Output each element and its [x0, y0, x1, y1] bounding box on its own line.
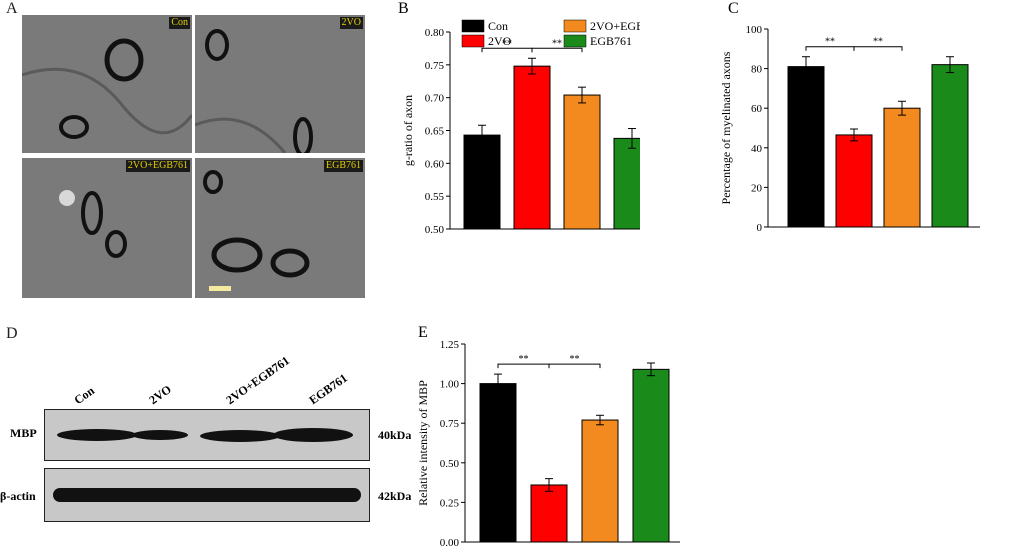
blot-lane-label: 2VO [146, 382, 174, 408]
blot-bands-mbp [57, 428, 353, 442]
blot-row-label-mbp: MBP [10, 426, 37, 440]
legend-label: EGB761 [590, 34, 632, 48]
bar-con [787, 66, 825, 228]
y-tick-label: 0.55 [425, 191, 445, 203]
legend-swatch [563, 34, 587, 48]
em-tag-con: Con [169, 17, 190, 29]
y-tick-label: 0.00 [440, 537, 460, 546]
chart-b: B 0.50 0.55 0.60 0.65 0.70 0.75 0.80 g-ratio of … [398, 0, 640, 236]
em-image-2vo-egb761: 2VO+EGB761 [22, 158, 192, 298]
y-axis-label: Percentage of myelinated axons [720, 51, 733, 204]
significance-bracket [853, 46, 903, 51]
scale-bar [209, 286, 231, 291]
em-tag-2vo: 2VO [339, 17, 363, 29]
y-tick-label: 0.25 [440, 497, 460, 509]
axon-cross-sections [22, 38, 192, 139]
legend-swatch [461, 19, 485, 33]
blot-size-actin: 42kDa [378, 489, 412, 503]
y-tick-label: 60 [751, 103, 763, 115]
bar-con [479, 383, 517, 543]
blot-mbp [44, 409, 370, 461]
significance-bracket [531, 47, 583, 53]
y-tick-label: 0 [757, 222, 763, 234]
blot-lane-label: 2VO+EGB761 [223, 353, 293, 408]
y-axis-label: g-ratio of axon [401, 95, 415, 166]
chart-e: E 0.00 0.25 0.50 0.75 1.00 1.25 Relative intens… [416, 324, 680, 546]
blot-row-label-actin: β-actin [0, 489, 36, 503]
y-tick-label: 0.65 [425, 126, 445, 138]
significance-label: ** [519, 354, 529, 365]
y-tick-label: 20 [751, 182, 763, 194]
y-tick-label: 0.80 [425, 27, 445, 39]
bar-egb761 [931, 64, 969, 228]
blot-size-mbp: 40kDa [378, 428, 412, 442]
significance-label: ** [570, 354, 580, 365]
bar-2vo-egb761 [581, 419, 619, 543]
axon-cross-sections [59, 190, 127, 258]
legend-label: 2VO+EGB761 [590, 19, 640, 33]
chart-c: C 0 20 40 60 80 100 Percentage of myelinated ax… [720, 0, 980, 234]
panel-label-c: C [728, 0, 739, 17]
y-axis-label: Relative intensity of MBP [416, 380, 430, 506]
y-tick-label: 1.25 [440, 339, 460, 351]
axon-cross-sections [203, 170, 310, 291]
y-tick-label: 40 [751, 143, 763, 155]
significance-label: ** [552, 38, 562, 49]
bar-egb761 [613, 137, 640, 230]
significance-bracket [548, 363, 601, 369]
y-tick-label: 0.50 [425, 224, 445, 236]
em-image-2vo: 2VO [195, 15, 365, 153]
y-tick-label: 0.50 [440, 458, 460, 470]
significance-label: ** [825, 37, 835, 48]
bar-egb761 [632, 368, 670, 543]
panel-label-a: A [6, 0, 18, 17]
bar-2vo [835, 134, 873, 228]
axon-cross-sections [195, 29, 313, 153]
legend-swatch [563, 19, 587, 33]
bar-con [463, 134, 501, 230]
em-image-con: Con [22, 15, 192, 153]
blot-actin [44, 468, 370, 522]
em-tag-egb761: EGB761 [324, 160, 363, 172]
y-tick-label: 0.75 [425, 60, 445, 72]
y-tick-label: 0.70 [425, 93, 445, 105]
significance-label: ** [873, 37, 883, 48]
y-tick-label: 0.75 [440, 418, 460, 430]
blot-lane-label: Con [71, 383, 97, 408]
bar-2vo [530, 484, 568, 543]
em-image-egb761: EGB761 [195, 158, 365, 298]
blot-bands-actin [53, 488, 361, 502]
y-tick-label: 100 [746, 24, 763, 36]
y-tick-label: 80 [751, 64, 763, 76]
em-tag-2vo-egb761: 2VO+EGB761 [125, 160, 190, 172]
panel-label-e: E [418, 324, 428, 341]
significance-label: ** [502, 38, 512, 49]
legend-label: 2VO [488, 34, 512, 48]
bar-2vo-egb761 [883, 107, 921, 228]
y-tick-label: 1.00 [440, 379, 460, 391]
panel-label-b: B [398, 0, 409, 17]
blot-lane-label: EGB761 [306, 370, 350, 408]
bar-2vo-egb761 [563, 94, 601, 230]
bar-2vo [513, 65, 551, 230]
legend-swatch [461, 34, 485, 48]
panel-label-d: D [6, 325, 18, 342]
legend-label: Con [488, 19, 508, 33]
y-tick-label: 0.60 [425, 158, 445, 170]
